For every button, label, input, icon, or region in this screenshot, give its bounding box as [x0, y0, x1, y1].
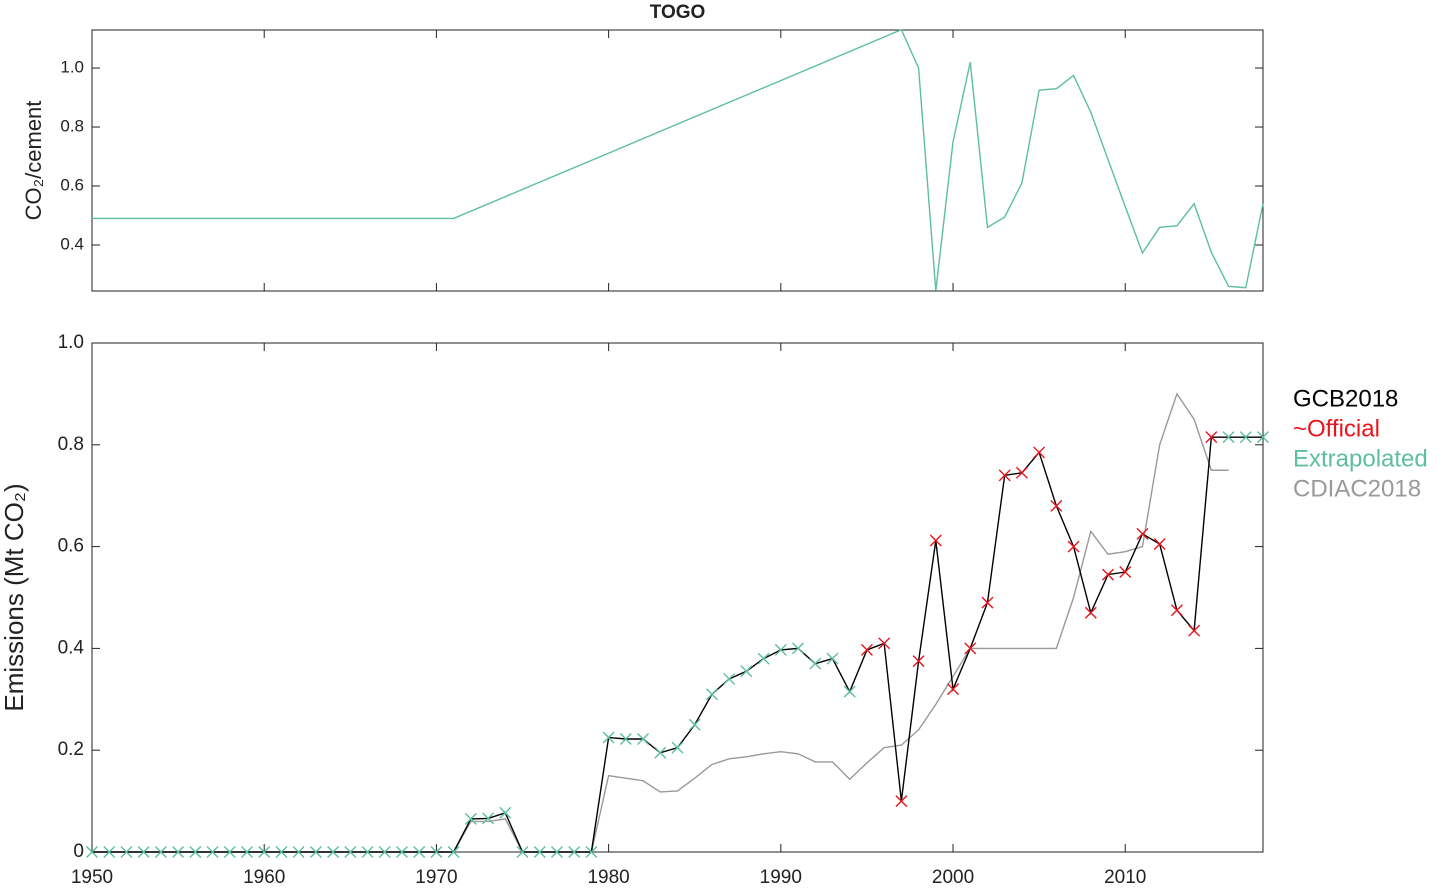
- x-marker: [671, 741, 684, 754]
- y-tick-label: 0.8: [58, 434, 84, 455]
- x-marker: [327, 846, 340, 858]
- x-tick-label: 1990: [760, 867, 802, 888]
- x-marker: [619, 733, 632, 745]
- y-tick-label: 1.0: [60, 58, 84, 77]
- y-axis-label: CO₂/cement: [21, 101, 46, 221]
- y-axis-label: Emissions (Mt CO₂): [0, 483, 29, 711]
- x-marker: [1239, 431, 1252, 444]
- x-tick-label: 1970: [415, 867, 457, 888]
- x-marker: [206, 846, 219, 858]
- series-line: [92, 28, 1264, 291]
- x-marker: [809, 657, 822, 670]
- x-tick-label: 2010: [1104, 867, 1146, 888]
- x-marker: [895, 795, 908, 808]
- x-marker: [395, 846, 408, 858]
- x-marker: [688, 718, 701, 731]
- series-line: [92, 436, 1263, 853]
- x-marker: [860, 643, 873, 656]
- x-marker: [499, 806, 512, 819]
- x-marker: [740, 665, 753, 678]
- y-tick-label: 1.0: [58, 332, 84, 353]
- y-tick-label: 0.4: [60, 234, 84, 253]
- x-marker: [533, 846, 546, 858]
- x-marker: [120, 846, 133, 858]
- y-tick-label: 0.8: [60, 117, 84, 136]
- y-tick-label: 0.2: [58, 739, 84, 760]
- x-tick-label: 2000: [932, 867, 974, 888]
- x-marker: [723, 672, 736, 685]
- x-marker: [464, 812, 477, 825]
- x-marker: [826, 652, 839, 665]
- x-marker: [843, 685, 856, 698]
- x-marker: [516, 846, 529, 858]
- x-tick-label: 1960: [243, 867, 285, 888]
- x-marker: [1222, 431, 1235, 444]
- x-marker: [654, 746, 667, 759]
- x-marker: [1188, 624, 1201, 637]
- x-marker: [1205, 431, 1218, 444]
- x-marker: [154, 846, 167, 858]
- x-marker: [430, 846, 443, 858]
- x-marker: [1153, 538, 1166, 551]
- axes-box: [91, 342, 1264, 853]
- x-marker: [1050, 499, 1063, 512]
- x-marker: [1257, 431, 1269, 444]
- y-tick-label: 0: [73, 841, 84, 862]
- y-tick-label: 0.6: [58, 536, 84, 557]
- x-marker: [878, 637, 891, 650]
- legend-entry: ~Official: [1293, 415, 1380, 442]
- x-marker: [757, 652, 770, 665]
- x-marker: [223, 846, 236, 858]
- x-marker: [1067, 540, 1080, 553]
- x-marker: [792, 642, 805, 655]
- x-tick-label: 1980: [587, 867, 629, 888]
- x-marker: [929, 534, 942, 547]
- legend-entry: CDIAC2018: [1293, 475, 1421, 502]
- x-marker: [585, 846, 598, 858]
- x-marker: [550, 846, 563, 858]
- x-marker: [964, 642, 977, 655]
- x-marker: [361, 846, 374, 858]
- x-marker: [1084, 606, 1097, 619]
- x-marker: [258, 846, 271, 858]
- x-marker: [568, 846, 581, 858]
- x-marker: [1033, 446, 1046, 459]
- x-marker: [172, 846, 185, 858]
- x-marker: [103, 846, 116, 858]
- x-marker: [137, 846, 150, 858]
- x-marker: [998, 469, 1011, 482]
- x-marker: [637, 733, 650, 745]
- y-tick-label: 0.6: [60, 175, 84, 194]
- x-marker: [981, 596, 994, 609]
- x-marker: [1136, 527, 1149, 540]
- x-marker: [602, 731, 615, 744]
- x-marker: [1015, 466, 1028, 479]
- x-marker: [309, 846, 322, 858]
- x-tick-label: 1950: [71, 867, 113, 888]
- x-marker: [774, 643, 787, 656]
- y-tick-label: 0.4: [58, 637, 85, 658]
- x-marker: [1170, 604, 1183, 617]
- x-marker: [1102, 568, 1115, 581]
- x-marker: [482, 812, 495, 825]
- x-marker: [912, 655, 925, 668]
- x-marker: [292, 846, 305, 858]
- x-marker: [947, 683, 960, 696]
- axes-box: [91, 29, 1264, 292]
- chart-title: TOGO: [650, 2, 706, 23]
- x-marker: [275, 846, 288, 858]
- x-marker: [447, 846, 460, 858]
- x-marker: [240, 846, 253, 858]
- x-marker: [344, 846, 357, 858]
- legend-entry: Extrapolated: [1293, 445, 1428, 472]
- x-marker: [705, 688, 718, 701]
- x-marker: [413, 846, 426, 858]
- x-marker: [1119, 566, 1132, 579]
- x-marker: [86, 846, 98, 858]
- legend-entry: GCB2018: [1293, 385, 1398, 412]
- series-line: [92, 392, 1229, 853]
- x-marker: [189, 846, 202, 858]
- x-marker: [378, 846, 391, 858]
